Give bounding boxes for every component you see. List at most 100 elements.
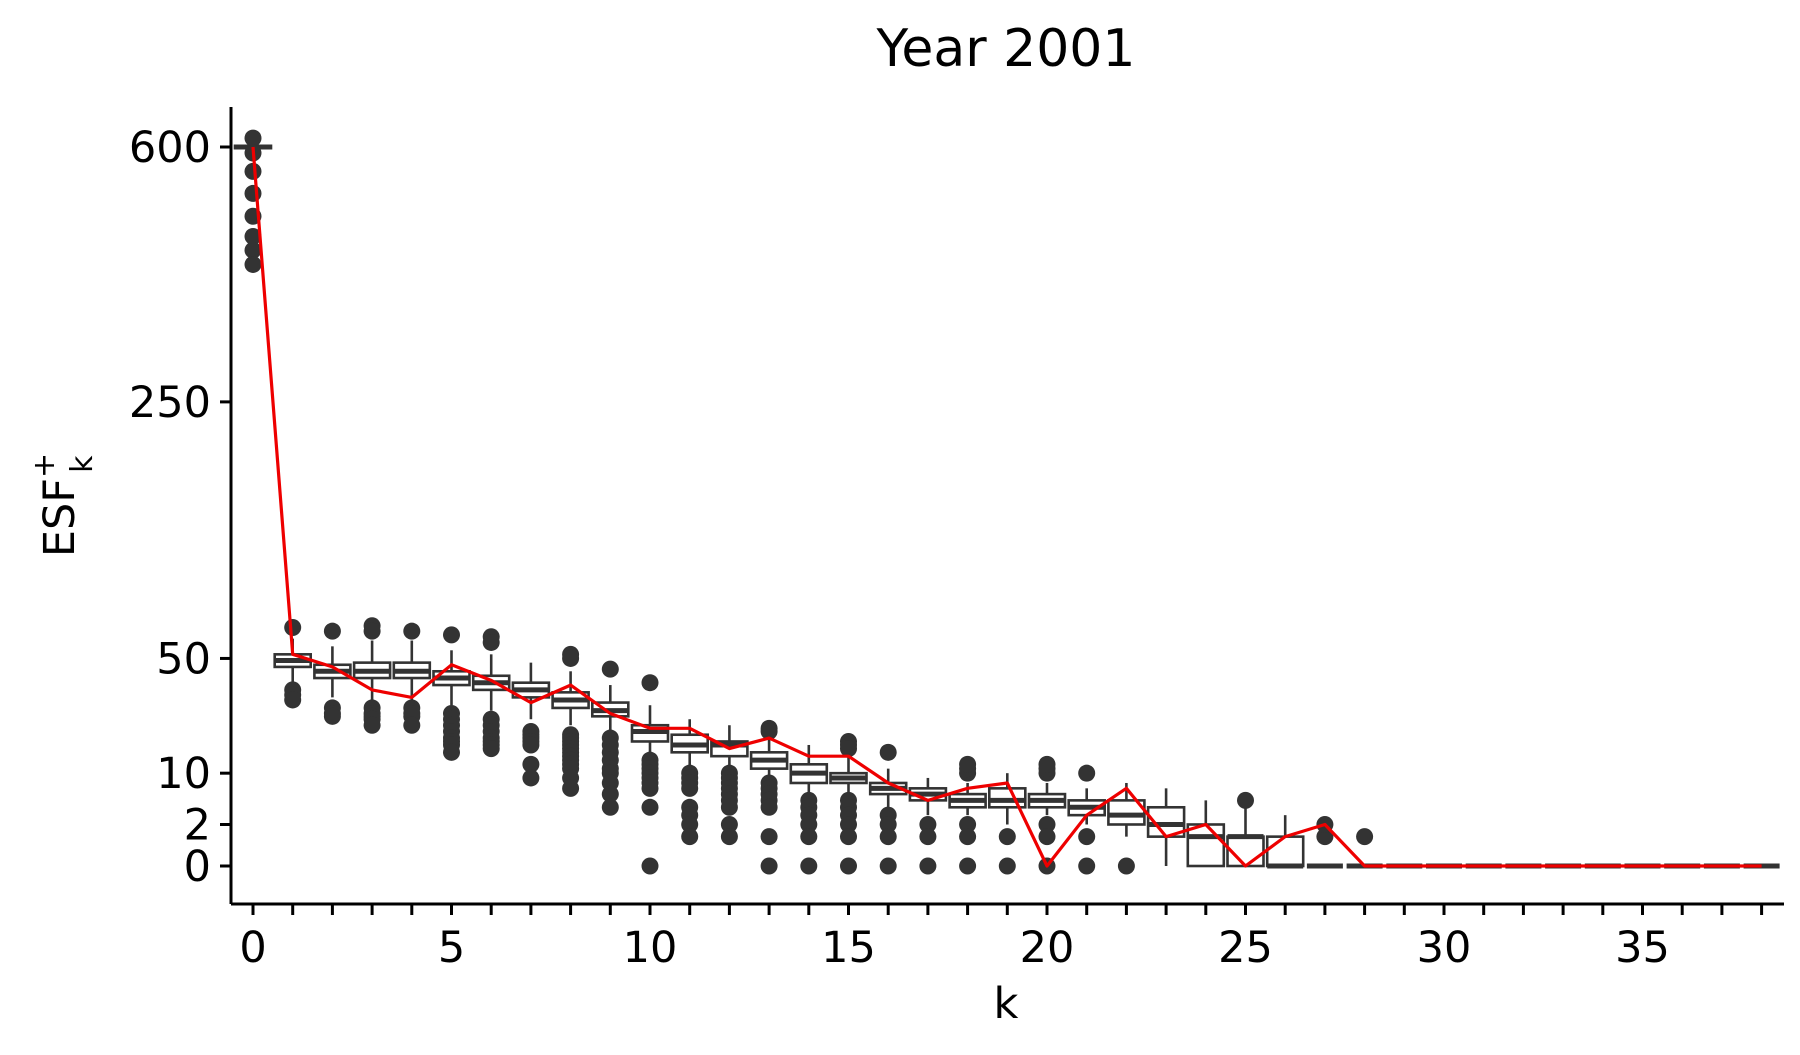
outlier-point: [562, 649, 580, 667]
outlier-point: [879, 828, 897, 846]
x-tick-label: 10: [623, 923, 678, 973]
outlier-point: [959, 828, 977, 846]
box-k22: [1107, 782, 1146, 837]
observed-line-layer: [251, 146, 1762, 868]
box-iqr: [1265, 835, 1305, 868]
box-k14: [789, 744, 829, 795]
outlier-point: [681, 779, 699, 797]
outlier-point: [1078, 857, 1096, 875]
outlier-point: [840, 815, 857, 833]
outlier-point: [641, 798, 659, 816]
outlier-point: [1316, 828, 1334, 846]
y-axis-title-main: ESF: [35, 478, 85, 557]
x-tick-label: 30: [1417, 923, 1472, 973]
outlier-point: [601, 660, 619, 678]
y-tick-label: 250: [129, 378, 211, 428]
box-k2: [313, 646, 352, 698]
outlier-point: [641, 674, 659, 692]
outlier-point: [562, 779, 580, 797]
outlier-point: [323, 707, 341, 725]
outlier-point: [998, 857, 1016, 875]
outlier-point: [443, 626, 460, 644]
outlier-point: [840, 740, 857, 758]
box-k8: [551, 671, 590, 726]
box-k26: [1265, 815, 1305, 869]
outlier-point: [403, 716, 421, 734]
outlier-point: [443, 743, 460, 761]
boxes-layer: [233, 144, 1780, 869]
outlier-point: [720, 798, 738, 816]
outlier-point: [284, 691, 302, 709]
outlier-point: [244, 255, 262, 273]
outlier-point: [1237, 791, 1254, 809]
outlier-point: [1117, 857, 1135, 875]
outliers-layer: [244, 129, 1374, 875]
outlier-point: [879, 743, 897, 761]
outlier-point: [363, 716, 381, 734]
outlier-point: [522, 769, 540, 787]
outlier-point: [879, 815, 897, 833]
outlier-point: [601, 798, 619, 816]
y-tick-label: 10: [156, 749, 211, 799]
outlier-point: [363, 622, 381, 640]
y-tick-label: 50: [156, 634, 211, 684]
y-tick-label: 600: [129, 123, 211, 173]
y-tick-label: 0: [184, 842, 211, 892]
outlier-point: [244, 227, 262, 245]
outlier-point: [244, 241, 262, 259]
box-k4: [392, 640, 432, 703]
box-k13: [749, 738, 789, 778]
x-tick-label: 20: [1020, 923, 1075, 973]
outlier-point: [800, 857, 818, 875]
y-axis-title-subscript: k: [65, 455, 100, 473]
outlier-point: [760, 857, 778, 875]
outlier-point: [1038, 755, 1056, 773]
outlier-point: [840, 828, 857, 846]
outlier-point: [1078, 828, 1096, 846]
box-iqr: [1186, 823, 1226, 868]
outlier-point: [244, 129, 262, 147]
x-tick-label: 35: [1615, 923, 1670, 973]
box-iqr: [987, 787, 1027, 809]
outlier-point: [323, 622, 341, 640]
outlier-point: [641, 779, 659, 797]
x-axis-title: k: [994, 979, 1019, 1029]
outlier-point: [284, 619, 302, 637]
x-tick-label: 15: [821, 923, 876, 973]
outlier-point: [840, 857, 857, 875]
outlier-point: [998, 828, 1016, 846]
box-k19: [987, 773, 1027, 825]
outlier-point: [800, 815, 818, 833]
outlier-point: [959, 857, 977, 875]
box-k24: [1186, 800, 1226, 868]
y-tick-label: 2: [184, 800, 211, 850]
outlier-point: [1078, 764, 1096, 782]
outlier-point: [919, 828, 937, 846]
outlier-point: [681, 815, 699, 833]
outlier-point: [244, 162, 262, 180]
outlier-point: [1356, 828, 1374, 846]
outlier-point: [919, 857, 937, 875]
outlier-point: [760, 828, 778, 846]
y-axis-title-superscript: +: [27, 453, 62, 478]
chart-title: Year 2001: [876, 19, 1136, 79]
x-tick-label: 5: [438, 923, 465, 973]
outlier-point: [959, 815, 977, 833]
observed-esf-line: [251, 146, 1762, 868]
outlier-point: [681, 828, 699, 846]
x-tick-label: 0: [239, 923, 266, 973]
x-tick-label: 25: [1218, 923, 1273, 973]
outlier-point: [959, 755, 977, 773]
outlier-point: [760, 722, 778, 740]
outlier-point: [403, 622, 421, 640]
outlier-point: [601, 785, 619, 803]
outlier-point: [1038, 828, 1056, 846]
outlier-point: [879, 857, 897, 875]
box-k11: [670, 719, 710, 769]
box-k6: [471, 654, 511, 711]
outlier-point: [244, 184, 262, 202]
outlier-point: [800, 828, 818, 846]
outlier-point: [522, 736, 540, 754]
outlier-point: [919, 815, 937, 833]
